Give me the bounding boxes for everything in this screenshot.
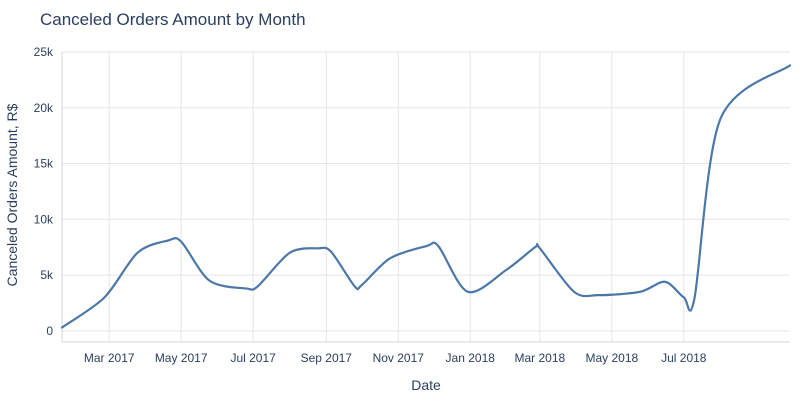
x-tick-label: May 2017 [155,351,208,365]
x-tick-label: Jan 2018 [446,351,496,365]
y-tick-label: 25k [34,45,54,59]
x-axis-ticks: Mar 2017 May 2017 Jul 2017 Sep 2017 Nov 2017… [84,351,707,365]
y-tick-label: 5k [40,268,54,282]
y-axis-ticks: 0 5k 10k 15k 20k 25k [34,45,54,338]
y-tick-label: 0 [46,324,53,338]
y-tick-label: 20k [34,101,54,115]
x-tick-label: Mar 2018 [515,351,566,365]
x-axis-title: Date [411,377,441,393]
x-tick-label: May 2018 [585,351,638,365]
y-tick-label: 10k [34,212,54,226]
x-tick-label: Mar 2017 [84,351,135,365]
x-tick-label: Jul 2018 [661,351,707,365]
x-tick-label: Jul 2017 [230,351,276,365]
series-group [60,64,792,329]
chart-title: Canceled Orders Amount by Month [40,10,306,29]
x-tick-label: Sep 2017 [301,351,353,365]
series-line [60,64,792,329]
x-tick-label: Nov 2017 [373,351,425,365]
gridlines [62,51,790,342]
axis-lines [61,52,790,343]
y-axis-title: Canceled Orders Amount, R$ [4,103,20,286]
y-tick-label: 15k [34,157,54,171]
